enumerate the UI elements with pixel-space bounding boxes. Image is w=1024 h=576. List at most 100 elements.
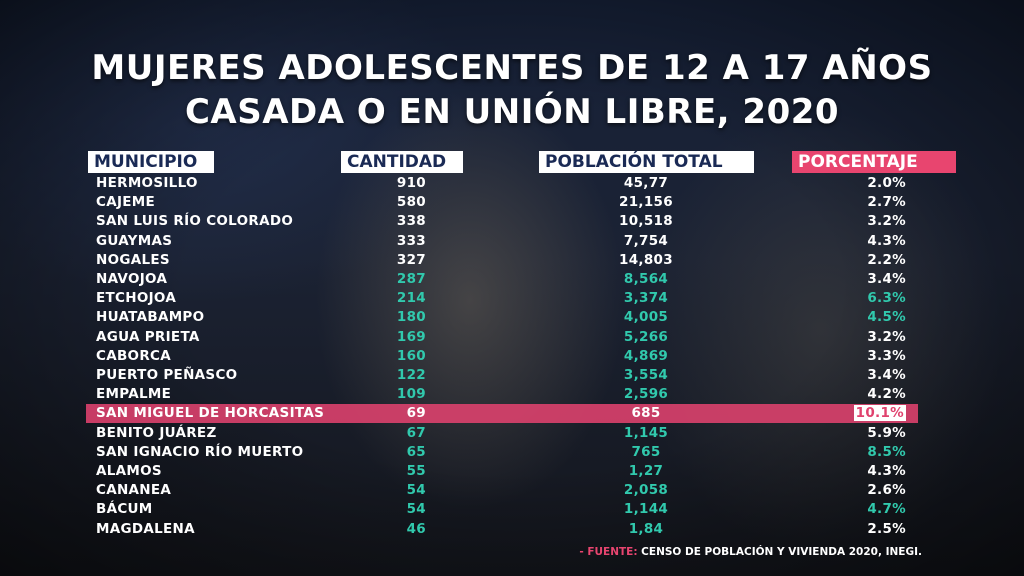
highlighted-percent: 10.1% [854,405,906,421]
municipio-cell: PUERTO PEÑASCO [96,366,237,385]
porcentaje-cell: 3.4% [826,270,906,289]
table-row: HUATABAMPO 180 4,005 4.5% [86,308,918,327]
header-cantidad: CANTIDAD [341,151,463,173]
municipio-cell: HUATABAMPO [96,308,204,327]
table-row: ETCHOJOA 214 3,374 6.3% [86,289,918,308]
cantidad-cell: 109 [356,385,426,404]
municipio-cell: BENITO JUÁREZ [96,424,217,443]
table-row: MAGDALENA 46 1,84 2.5% [86,520,918,539]
table-row: NOGALES 327 14,803 2.2% [86,251,918,270]
table-row: BÁCUM 54 1,144 4.7% [86,500,918,519]
poblacion-cell: 765 [586,443,706,462]
cantidad-cell: 169 [356,328,426,347]
porcentaje-cell: 8.5% [826,443,906,462]
poblacion-cell: 1,84 [586,520,706,539]
porcentaje-cell: 3.2% [826,328,906,347]
poblacion-cell: 10,518 [586,212,706,231]
poblacion-cell: 1,145 [586,424,706,443]
poblacion-cell: 5,266 [586,328,706,347]
table-row: HERMOSILLO 910 45,77 2.0% [86,174,918,193]
municipio-cell: BÁCUM [96,500,153,519]
municipio-cell: SAN IGNACIO RÍO MUERTO [96,443,303,462]
cantidad-cell: 180 [356,308,426,327]
porcentaje-cell: 3.4% [826,366,906,385]
cantidad-cell: 46 [356,520,426,539]
poblacion-cell: 7,754 [586,232,706,251]
cantidad-cell: 54 [356,500,426,519]
cantidad-cell: 55 [356,462,426,481]
table-row: SAN MIGUEL DE HORCASITAS 69 685 10.1% [86,404,918,423]
table-row: NAVOJOA 287 8,564 3.4% [86,270,918,289]
municipio-cell: GUAYMAS [96,232,172,251]
poblacion-cell: 1,144 [586,500,706,519]
poblacion-cell: 2,058 [586,481,706,500]
municipio-cell: NOGALES [96,251,170,270]
poblacion-cell: 8,564 [586,270,706,289]
porcentaje-cell: 2.2% [826,251,906,270]
header-municipio: MUNICIPIO [88,151,214,173]
porcentaje-cell: 10.1% [826,404,906,423]
poblacion-cell: 14,803 [586,251,706,270]
poblacion-cell: 4,005 [586,308,706,327]
source-text: CENSO DE POBLACIÓN Y VIVIENDA 2020, INEG… [638,546,922,558]
table-row: GUAYMAS 333 7,754 4.3% [86,232,918,251]
porcentaje-cell: 2.5% [826,520,906,539]
cantidad-cell: 333 [356,232,426,251]
header-poblacion: POBLACIÓN TOTAL [539,151,754,173]
municipio-cell: NAVOJOA [96,270,167,289]
porcentaje-cell: 4.5% [826,308,906,327]
poblacion-cell: 4,869 [586,347,706,366]
cantidad-cell: 338 [356,212,426,231]
porcentaje-cell: 2.0% [826,174,906,193]
poblacion-cell: 685 [586,404,706,423]
table-row: ALAMOS 55 1,27 4.3% [86,462,918,481]
cantidad-cell: 54 [356,481,426,500]
municipio-cell: SAN LUIS RÍO COLORADO [96,212,293,231]
municipio-cell: ETCHOJOA [96,289,176,308]
municipio-cell: CABORCA [96,347,171,366]
page-title: MUJERES ADOLESCENTES DE 12 A 17 AÑOS CAS… [0,46,1024,134]
porcentaje-cell: 5.9% [826,424,906,443]
header-porcentaje: PORCENTAJE [792,151,956,173]
poblacion-cell: 21,156 [586,193,706,212]
municipio-cell: AGUA PRIETA [96,328,200,347]
source-note: - FUENTE: CENSO DE POBLACIÓN Y VIVIENDA … [579,546,922,558]
poblacion-cell: 1,27 [586,462,706,481]
porcentaje-cell: 6.3% [826,289,906,308]
cantidad-cell: 287 [356,270,426,289]
title-line-2: CASADA O EN UNIÓN LIBRE, 2020 [0,90,1024,134]
table-row: SAN LUIS RÍO COLORADO 338 10,518 3.2% [86,212,918,231]
porcentaje-cell: 4.7% [826,500,906,519]
municipio-cell: EMPALME [96,385,171,404]
cantidad-cell: 69 [356,404,426,423]
poblacion-cell: 3,554 [586,366,706,385]
poblacion-cell: 2,596 [586,385,706,404]
municipio-cell: SAN MIGUEL DE HORCASITAS [96,404,324,423]
cantidad-cell: 214 [356,289,426,308]
table-row: PUERTO PEÑASCO 122 3,554 3.4% [86,366,918,385]
poblacion-cell: 45,77 [586,174,706,193]
cantidad-cell: 580 [356,193,426,212]
cantidad-cell: 122 [356,366,426,385]
table-row: CANANEA 54 2,058 2.6% [86,481,918,500]
table-row: CAJEME 580 21,156 2.7% [86,193,918,212]
porcentaje-cell: 2.7% [826,193,906,212]
porcentaje-cell: 3.3% [826,347,906,366]
table-row: SAN IGNACIO RÍO MUERTO 65 765 8.5% [86,443,918,462]
table-row: BENITO JUÁREZ 67 1,145 5.9% [86,424,918,443]
table-row: EMPALME 109 2,596 4.2% [86,385,918,404]
porcentaje-cell: 4.3% [826,232,906,251]
porcentaje-cell: 4.3% [826,462,906,481]
table-row: CABORCA 160 4,869 3.3% [86,347,918,366]
cantidad-cell: 65 [356,443,426,462]
cantidad-cell: 160 [356,347,426,366]
poblacion-cell: 3,374 [586,289,706,308]
table-row: AGUA PRIETA 169 5,266 3.2% [86,328,918,347]
municipio-cell: CAJEME [96,193,155,212]
title-line-1: MUJERES ADOLESCENTES DE 12 A 17 AÑOS [0,46,1024,90]
municipio-cell: HERMOSILLO [96,174,198,193]
porcentaje-cell: 2.6% [826,481,906,500]
municipio-cell: ALAMOS [96,462,162,481]
municipio-cell: CANANEA [96,481,171,500]
cantidad-cell: 327 [356,251,426,270]
